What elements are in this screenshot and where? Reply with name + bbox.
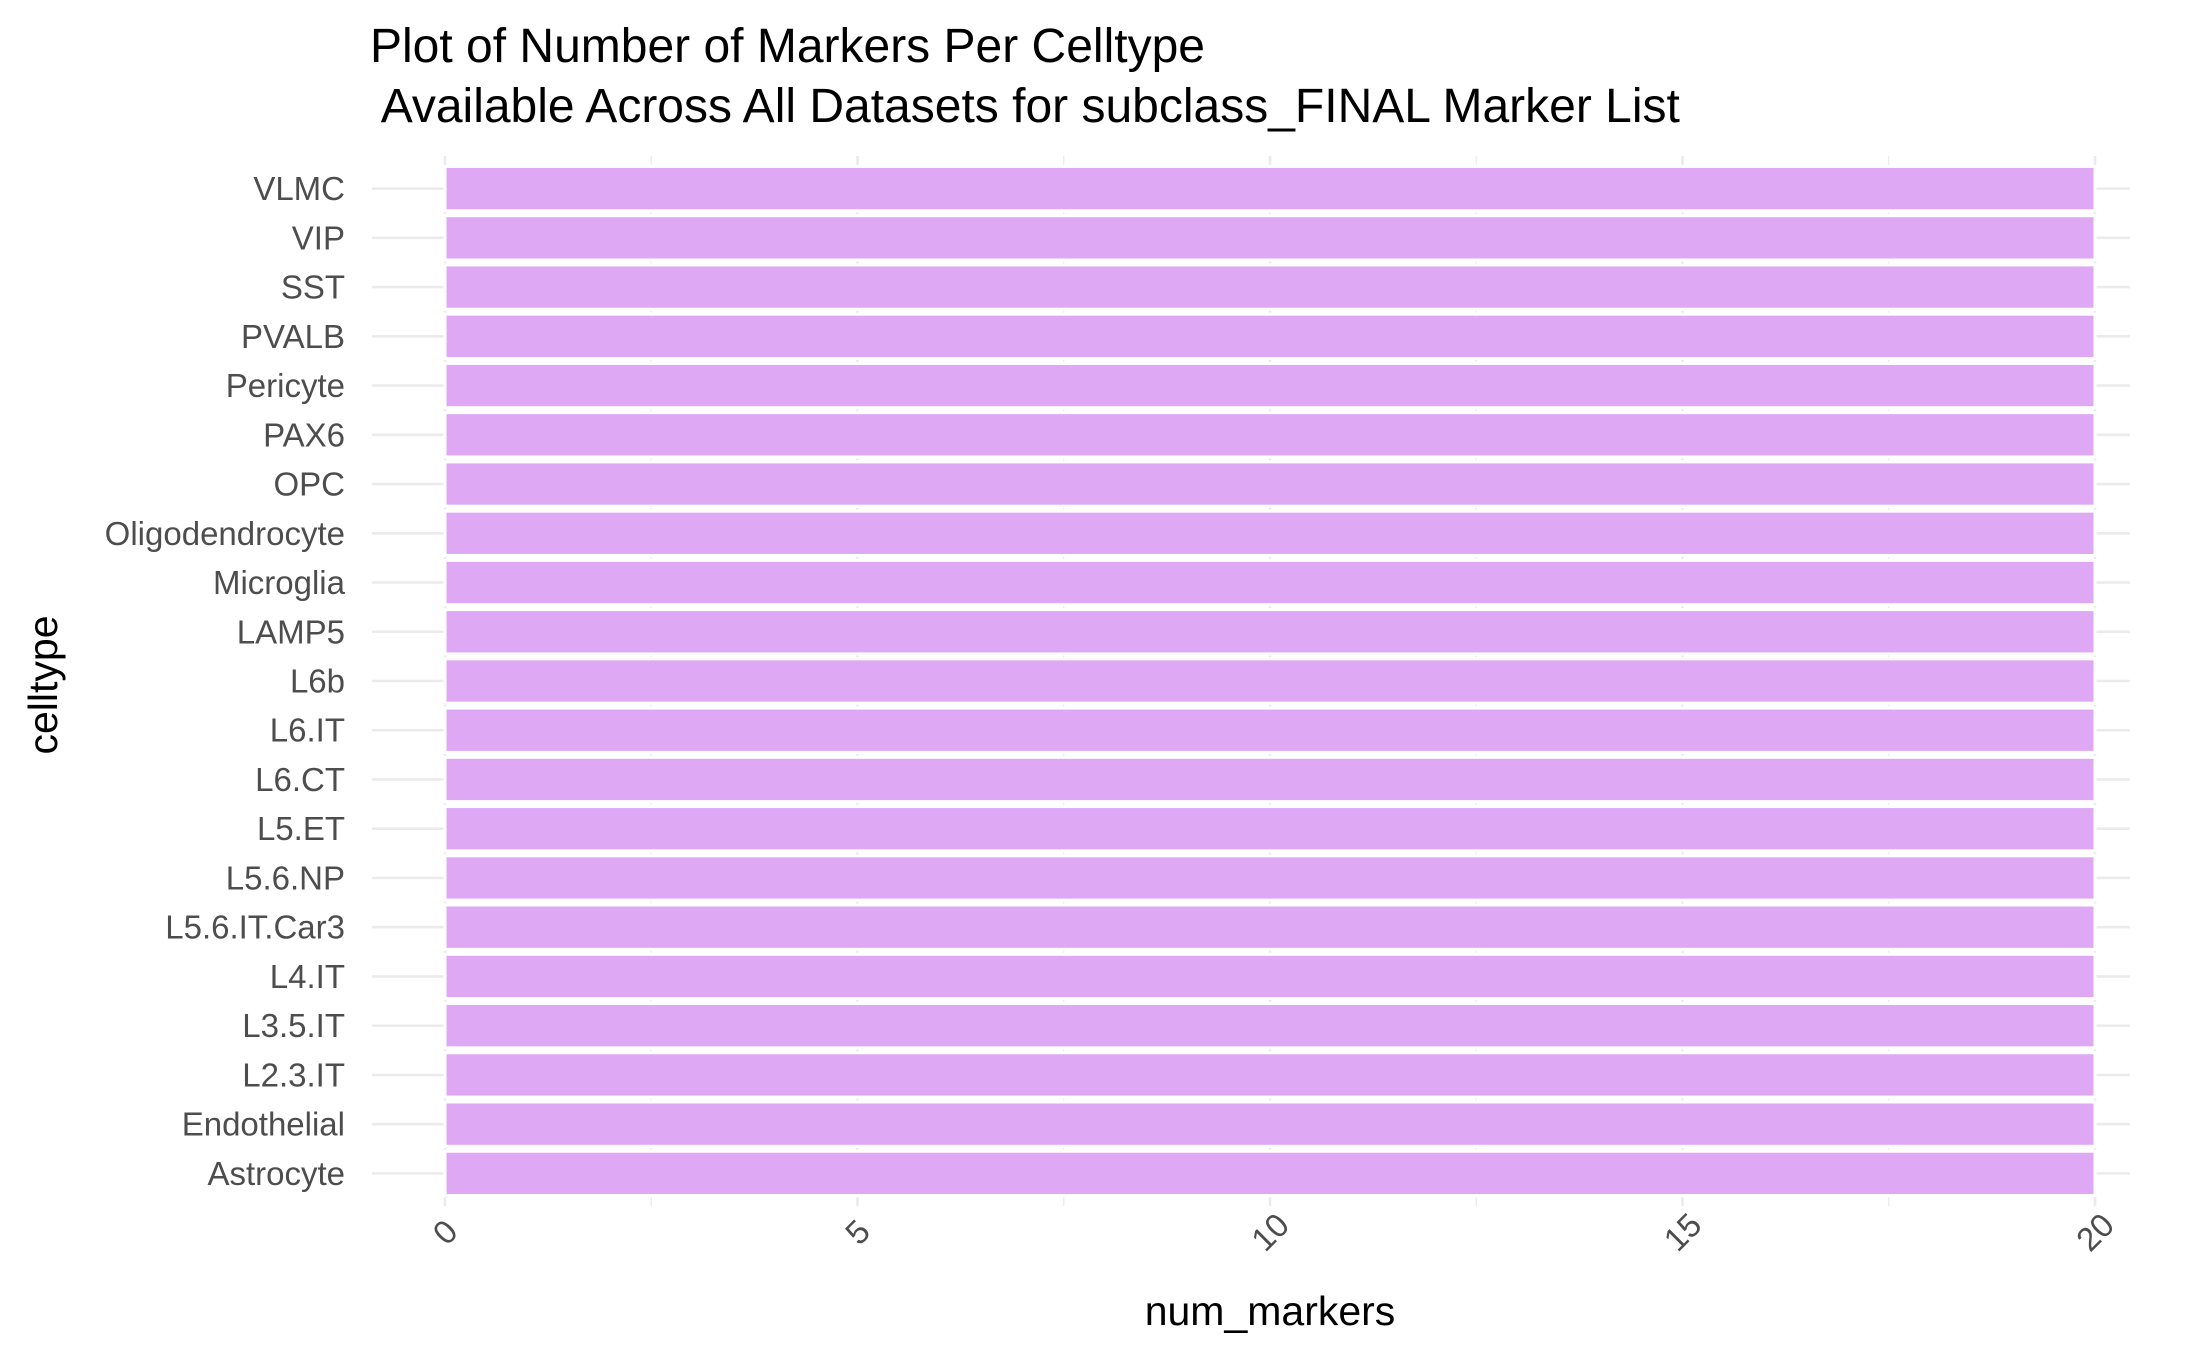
chart-title-line-1: Plot of Number of Markers Per Celltype xyxy=(370,20,1205,73)
chart-title-line-2: Available Across All Datasets for subcla… xyxy=(370,80,1680,133)
x-tick-label: 20 xyxy=(2069,1206,2121,1258)
x-tick-label: 15 xyxy=(1656,1206,1708,1258)
bar-l5-et xyxy=(443,805,2097,853)
bar-microglia xyxy=(443,558,2097,607)
y-tick-label: OPC xyxy=(273,466,345,503)
bar-l6-ct xyxy=(443,755,2097,804)
y-tick-label: Astrocyte xyxy=(207,1155,345,1192)
y-axis-title: celltype xyxy=(20,615,66,754)
bar-vlmc xyxy=(443,164,2097,213)
bar-lamp5 xyxy=(443,608,2097,656)
y-tick-label: PAX6 xyxy=(263,416,345,453)
y-tick-label: PVALB xyxy=(241,318,345,355)
bar-l3-5-it xyxy=(443,1002,2097,1050)
bar-pax6 xyxy=(443,411,2097,459)
y-tick-label: L6b xyxy=(290,663,345,700)
y-tick-label: Pericyte xyxy=(226,367,345,404)
y-tick-label: L5.6.NP xyxy=(226,859,345,896)
y-tick-labels: Astrocyte Endothelial L2.3.IT L3.5.IT L4.IT L… xyxy=(105,170,346,1192)
bar-l6b xyxy=(443,657,2097,705)
y-tick-label: L3.5.IT xyxy=(242,1007,345,1044)
bars-layer xyxy=(443,164,2097,1198)
bar-oligodendrocyte xyxy=(443,509,2097,557)
y-tick-label: L6.CT xyxy=(255,761,345,798)
bar-opc xyxy=(443,460,2097,508)
bar-l4-it xyxy=(443,952,2097,1001)
x-tick-labels: 0 5 10 15 20 xyxy=(425,1206,2121,1258)
bar-vip xyxy=(443,214,2097,262)
y-tick-label: SST xyxy=(281,269,345,306)
bar-endothelial xyxy=(443,1100,2097,1148)
x-tick-label: 10 xyxy=(1244,1206,1296,1258)
y-tick-label: Microglia xyxy=(213,564,346,601)
y-tick-label: L4.IT xyxy=(270,958,345,995)
x-tick-label: 0 xyxy=(425,1212,464,1251)
y-tick-label: L5.6.IT.Car3 xyxy=(165,909,345,946)
y-tick-label: L6.IT xyxy=(270,712,345,749)
bar-l5-6-it-car3 xyxy=(443,903,2097,951)
y-tick-label: LAMP5 xyxy=(237,613,345,650)
x-tick-label: 5 xyxy=(838,1212,877,1251)
bar-astrocyte xyxy=(443,1149,2097,1198)
y-tick-label: VLMC xyxy=(253,170,345,207)
x-axis-title: num_markers xyxy=(1145,1288,1396,1334)
bar-pericyte xyxy=(443,361,2097,410)
y-tick-label: Oligodendrocyte xyxy=(105,515,345,552)
y-tick-label: L5.ET xyxy=(257,810,345,847)
y-tick-label: Endothelial xyxy=(182,1106,345,1143)
bar-pvalb xyxy=(443,312,2097,360)
bar-l2-3-it xyxy=(443,1051,2097,1099)
bar-l6-it xyxy=(443,706,2097,754)
bar-l5-6-np xyxy=(443,854,2097,902)
y-tick-label: VIP xyxy=(292,219,345,256)
bar-sst xyxy=(443,263,2097,311)
y-tick-label: L2.3.IT xyxy=(242,1056,345,1093)
